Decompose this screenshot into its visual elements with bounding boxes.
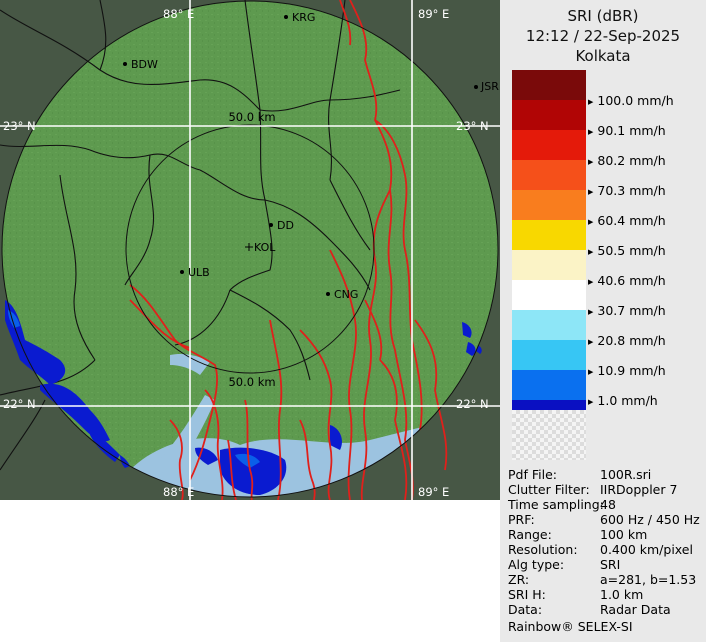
rain-echoes — [5, 300, 482, 495]
lon-label-bottom-right: 89° E — [418, 485, 449, 499]
level-value: 30.7 mm/h — [597, 303, 666, 318]
info-value: 0.400 km/pixel — [600, 542, 693, 557]
lat-label-upper-left: 23° N — [3, 119, 36, 133]
info-key: Alg type: — [508, 557, 565, 572]
color-swatch — [512, 340, 586, 370]
color-swatch — [512, 160, 586, 190]
info-key: PRF: — [508, 512, 535, 527]
lat-label-lower-left: 22° N — [3, 397, 36, 411]
legend-timestamp: 12:12 / 22-Sep-2025 — [525, 27, 681, 45]
scale-level-label: ▶ 60.4 mm/h — [588, 213, 666, 228]
info-value: Radar Data — [600, 602, 671, 617]
scale-level-label: ▶ 90.1 mm/h — [588, 123, 666, 138]
city-krg: KRG — [292, 11, 315, 24]
scale-level-label: ▶ 40.6 mm/h — [588, 273, 666, 288]
legend-site: Kolkata — [575, 47, 631, 65]
city-cng: CNG — [334, 288, 358, 301]
city-bdw: BDW — [131, 58, 158, 71]
rivers — [129, 0, 448, 500]
pointer-icon: ▶ — [588, 397, 594, 406]
lon-label-top-right: 89° E — [418, 7, 449, 21]
color-swatch — [512, 310, 586, 340]
level-value: 40.6 mm/h — [597, 273, 666, 288]
info-key: Range: — [508, 527, 552, 542]
level-value: 50.5 mm/h — [597, 243, 666, 258]
pointer-icon: ▶ — [588, 277, 594, 286]
radar-map: 50.0 km 50.0 km 88° E 89° E 88° E 89° E … — [0, 0, 500, 500]
color-swatch — [512, 130, 586, 160]
pointer-icon: ▶ — [588, 97, 594, 106]
info-value: 100 km — [600, 527, 648, 542]
color-swatch — [512, 280, 586, 310]
pointer-icon: ▶ — [588, 337, 594, 346]
pointer-icon: ▶ — [588, 367, 594, 376]
color-swatch — [512, 250, 586, 280]
ring-label-top: 50.0 km — [228, 110, 275, 124]
info-value: IIRDoppler 7 — [600, 482, 678, 497]
city-jsr: JSR — [480, 80, 499, 93]
no-data-swatch — [512, 410, 586, 460]
color-swatch — [512, 370, 586, 400]
info-value: 48 — [600, 497, 616, 512]
scale-level-label: ▶ 50.5 mm/h — [588, 243, 666, 258]
scale-level-label: ▶ 1.0 mm/h — [588, 393, 658, 408]
info-key: Data: — [508, 602, 543, 617]
legend-title: SRI (dBR) — [567, 7, 639, 25]
info-key: Time sampling: — [508, 497, 604, 512]
scale-level-label: ▶ 10.9 mm/h — [588, 363, 666, 378]
pointer-icon: ▶ — [588, 247, 594, 256]
level-value: 90.1 mm/h — [597, 123, 666, 138]
color-swatch — [512, 100, 586, 130]
city-markers: KRG BDW JSR DD KOL ULB CNG — [123, 11, 499, 301]
info-value: 100R.sri — [600, 467, 652, 482]
scale-level-label: ▶ 80.2 mm/h — [588, 153, 666, 168]
pointer-icon: ▶ — [588, 307, 594, 316]
pointer-icon: ▶ — [588, 217, 594, 226]
city-ulb: ULB — [188, 266, 210, 279]
city-kol: KOL — [254, 241, 276, 254]
range-rings — [1, 0, 499, 498]
graticule — [0, 0, 500, 500]
info-key: ZR: — [508, 572, 530, 587]
level-value: 80.2 mm/h — [597, 153, 666, 168]
info-value: SRI — [600, 557, 621, 572]
color-swatch — [512, 220, 586, 250]
level-value: 10.9 mm/h — [597, 363, 666, 378]
lon-label-top-left: 88° E — [163, 7, 194, 21]
vendor-footer: Rainbow® SELEX-SI — [508, 619, 633, 634]
level-value: 70.3 mm/h — [597, 183, 666, 198]
ring-label-bottom: 50.0 km — [228, 375, 275, 389]
info-key: SRI H: — [508, 587, 546, 602]
level-value: 60.4 mm/h — [597, 213, 666, 228]
info-value: 1.0 km — [600, 587, 644, 602]
city-dd: DD — [277, 219, 294, 232]
level-value: 1.0 mm/h — [597, 393, 658, 408]
pointer-icon: ▶ — [588, 127, 594, 136]
scale-level-label: ▶ 20.8 mm/h — [588, 333, 666, 348]
info-value: a=281, b=1.53 — [600, 572, 697, 587]
legend-panel: SRI (dBR) 12:12 / 22-Sep-2025 Kolkata ▶ 1… — [500, 0, 706, 642]
district-borders — [0, 0, 401, 471]
pointer-icon: ▶ — [588, 187, 594, 196]
color-swatch — [512, 190, 586, 220]
info-key: Pdf File: — [508, 467, 557, 482]
lat-label-lower-right: 22° N — [456, 397, 489, 411]
scale-level-label: ▶ 30.7 mm/h — [588, 303, 666, 318]
scale-level-label: ▶ 70.3 mm/h — [588, 183, 666, 198]
color-swatch — [512, 70, 586, 100]
info-value: 600 Hz / 450 Hz — [600, 512, 700, 527]
lon-label-bottom-left: 88° E — [163, 485, 194, 499]
info-key: Resolution: — [508, 542, 578, 557]
scale-level-label: ▶ 100.0 mm/h — [588, 93, 674, 108]
info-key: Clutter Filter: — [508, 482, 590, 497]
level-value: 100.0 mm/h — [597, 93, 674, 108]
pointer-icon: ▶ — [588, 157, 594, 166]
lat-label-upper-right: 23° N — [456, 119, 489, 133]
level-value: 20.8 mm/h — [597, 333, 666, 348]
